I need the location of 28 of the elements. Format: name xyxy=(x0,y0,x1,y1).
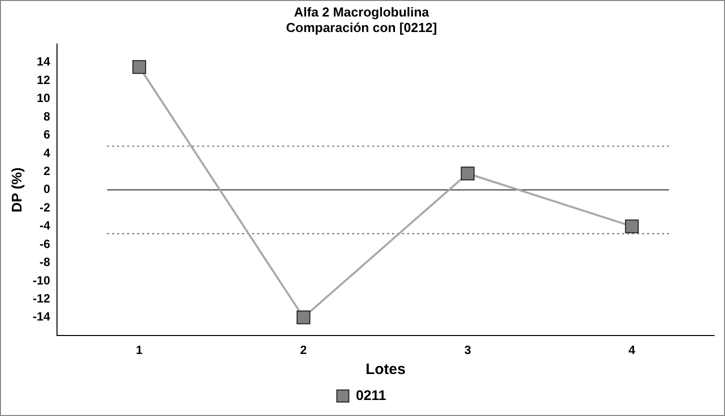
point xyxy=(296,310,310,324)
legend-label: 0211 xyxy=(356,386,386,403)
y-tick-label: 0 xyxy=(43,182,50,196)
chart-subtitle: Comparación con [0212] xyxy=(286,20,437,35)
x-tick-label: 3 xyxy=(464,343,472,358)
y-tick-label: -12 xyxy=(32,291,50,306)
x-tick-label: 1 xyxy=(136,343,143,358)
y-tick-label: -10 xyxy=(32,273,50,288)
y-tick-label: 12 xyxy=(36,72,50,87)
point xyxy=(460,166,475,180)
y-tick-label: 6 xyxy=(43,128,50,142)
y-tick-label: -6 xyxy=(39,236,50,251)
x-tick-label: 2 xyxy=(300,343,308,358)
y-tick-label: 8 xyxy=(43,109,50,124)
y-tick-label: -8 xyxy=(39,255,50,270)
point xyxy=(625,219,639,234)
y-tick-label: 4 xyxy=(43,146,50,160)
y-tick-label: -2 xyxy=(39,200,50,214)
x-axis-title: Lotes xyxy=(366,361,406,378)
chart-title: Alfa 2 Macroglobulina xyxy=(294,4,430,20)
y-tick-label: 14 xyxy=(36,54,50,69)
y-axis-title: DP (%) xyxy=(8,167,24,212)
y-tick-label: 2 xyxy=(43,164,50,178)
x-tick-label: 4 xyxy=(628,343,636,358)
point xyxy=(132,60,146,74)
y-tick-label: -4 xyxy=(39,218,50,233)
y-tick-label: -14 xyxy=(32,310,50,324)
y-tick-label: 10 xyxy=(36,91,50,106)
